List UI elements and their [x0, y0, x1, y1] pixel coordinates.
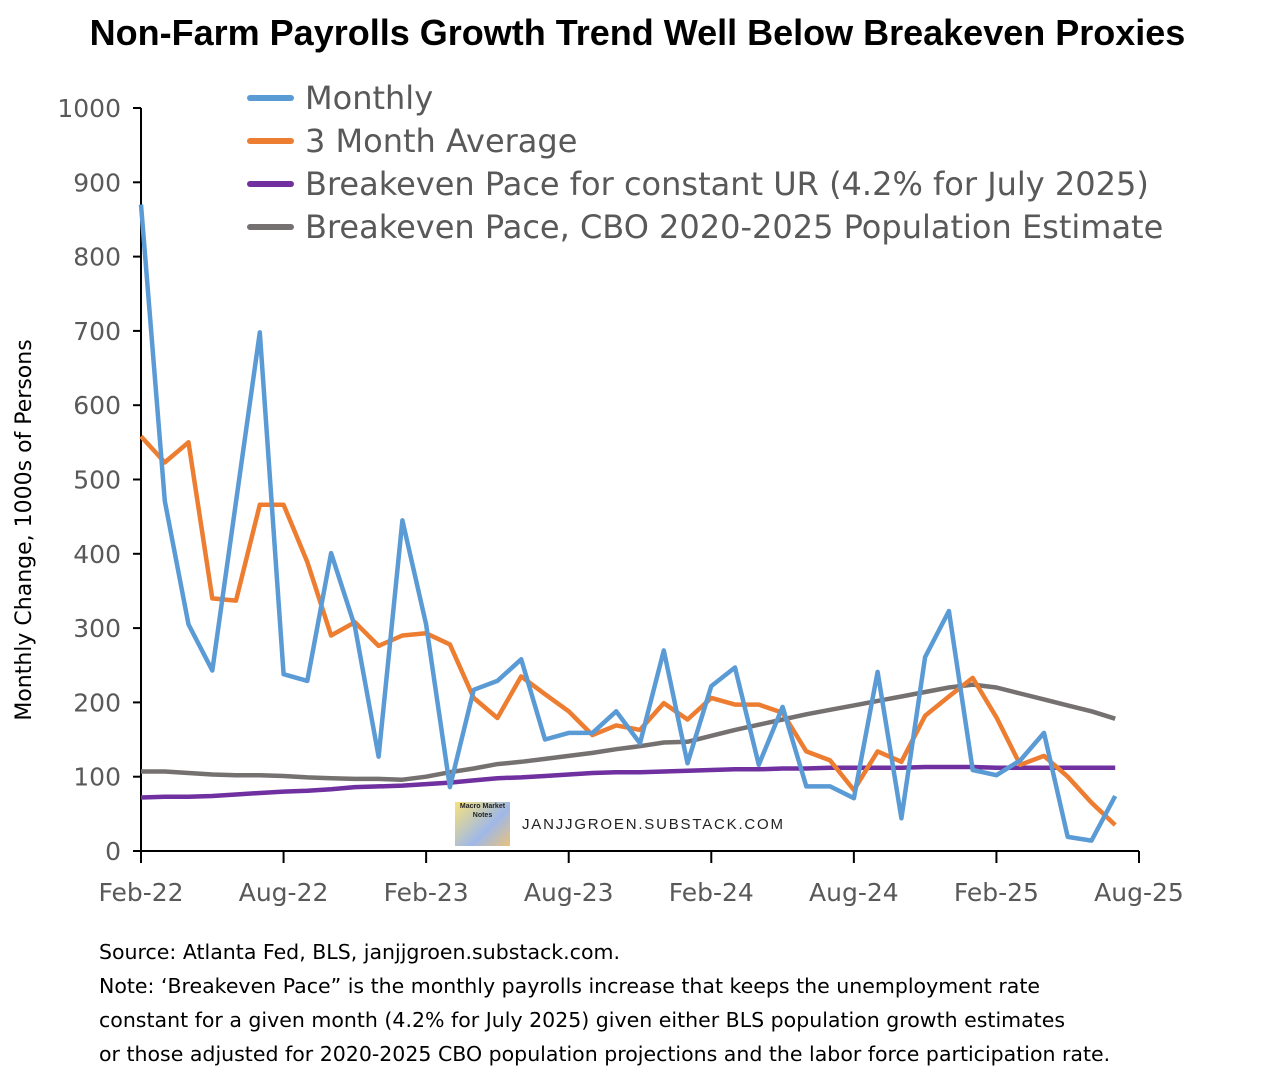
y-tick-label: 200 [73, 688, 121, 717]
logo-text: Macro Market Notes [459, 803, 506, 819]
legend-label: Breakeven Pace, CBO 2020-2025 Population… [305, 208, 1163, 246]
y-tick-label: 400 [73, 540, 121, 569]
note-line: constant for a given month (4.2% for Jul… [99, 1008, 1066, 1032]
y-tick-label: 1000 [57, 94, 121, 123]
series-line-3 [141, 682, 1116, 782]
chart-title: Non-Farm Payrolls Growth Trend Well Belo… [89, 12, 1186, 53]
y-tick-label: 900 [73, 168, 121, 197]
watermark: JANJJGROEN.SUBSTACK.COM [522, 816, 785, 833]
x-tick-label: Feb-25 [954, 878, 1039, 907]
series-line-0 [138, 204, 1118, 843]
series-line-2 [140, 764, 1116, 800]
x-tick-label: Aug-25 [1094, 878, 1184, 907]
legend-label: 3 Month Average [305, 122, 577, 160]
y-axis-label: Monthly Change, 1000s of Persons [12, 339, 37, 720]
source-note: Source: Atlanta Fed, BLS, janjjgroen.sub… [99, 940, 620, 964]
macro-market-notes-logo: Macro Market Notes [455, 802, 510, 846]
note-line: or those adjusted for 2020-2025 CBO popu… [99, 1042, 1111, 1066]
y-tick-label: 700 [73, 317, 121, 346]
footnotes: Source: Atlanta Fed, BLS, janjjgroen.sub… [99, 935, 1110, 1071]
note-line: Note: ‘Breakeven Pace” is the monthly pa… [99, 974, 1040, 998]
x-tick-label: Aug-22 [239, 878, 329, 907]
legend-label: Breakeven Pace for constant UR (4.2% for… [305, 165, 1149, 203]
y-tick-label: 100 [73, 763, 121, 792]
y-tick-label: 800 [73, 243, 121, 272]
x-tick-label: Feb-24 [669, 878, 754, 907]
x-tick-label: Feb-23 [384, 878, 469, 907]
x-tick-label: Aug-24 [809, 878, 899, 907]
x-tick-label: Aug-23 [524, 878, 614, 907]
y-tick-label: 0 [105, 837, 121, 866]
y-tick-label: 500 [73, 466, 121, 495]
legend-label: Monthly [305, 79, 433, 117]
x-tick-label: Feb-22 [98, 878, 183, 907]
y-tick-label: 600 [73, 391, 121, 420]
y-tick-label: 300 [73, 614, 121, 643]
